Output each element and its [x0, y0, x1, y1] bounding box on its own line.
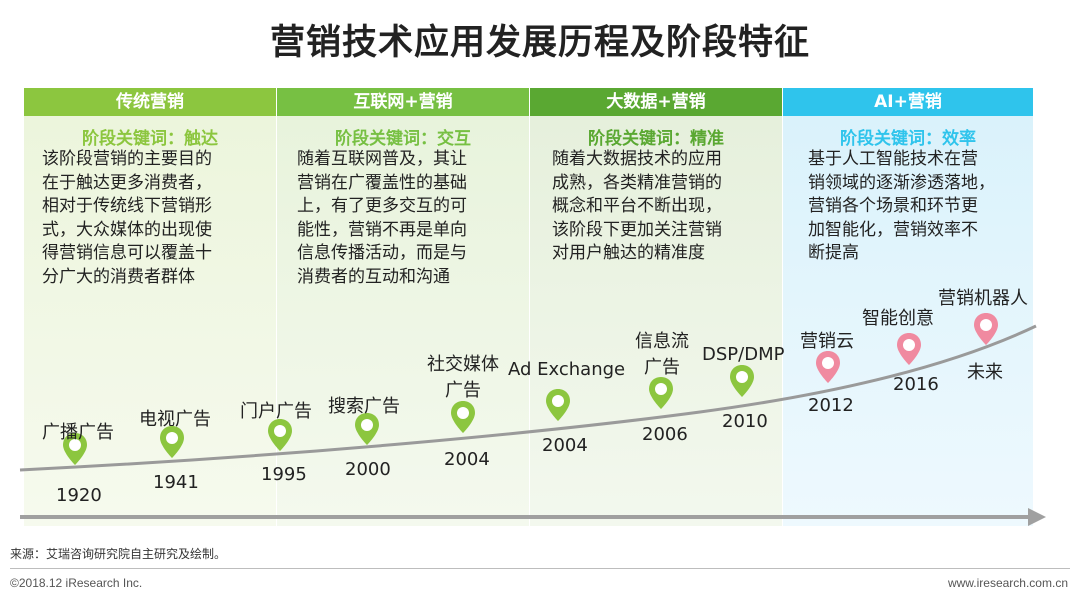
milestone-label-portal-ad: 门户广告	[240, 401, 312, 422]
desc-line: 式，大众媒体的出现使	[42, 219, 212, 240]
milestone-label-marketing-cloud: 营销云	[800, 331, 854, 352]
timeline-axis-arrowhead	[1028, 508, 1046, 526]
location-pin-icon	[815, 350, 841, 384]
stage-keyword-bigdata: 阶段关键词：精准	[588, 129, 724, 149]
location-pin-icon	[450, 400, 476, 434]
location-pin-icon	[648, 376, 674, 410]
label-line: 社交媒体	[427, 354, 499, 375]
stage-desc-ai: 基于人工智能技术在营 销领域的逐渐渗透落地， 营销各个场景和环节更 加智能化，营…	[808, 148, 995, 266]
milestone-year: 1920	[56, 485, 102, 506]
milestone-label-ad-exchange: Ad Exchange	[508, 359, 626, 380]
stage-desc-internet: 随着互联网普及，其让 营销在广覆盖性的基础 上，有了更多交互的可 能性，营销不再…	[297, 148, 467, 289]
location-pin-icon	[159, 425, 185, 459]
milestone-year: 未来	[967, 362, 1003, 383]
location-pin-icon	[729, 364, 755, 398]
milestone-year: 1995	[261, 464, 307, 485]
location-pin-icon	[896, 332, 922, 366]
milestone-label-smart-creative: 智能创意	[862, 308, 934, 329]
source-note: 来源：艾瑞咨询研究院自主研究及绘制。	[10, 547, 227, 561]
desc-line: 得营销信息可以覆盖十	[42, 243, 212, 263]
milestone-label-tv-ad: 电视广告	[139, 409, 211, 430]
desc-line: 相对于传统线下营销形	[42, 196, 212, 216]
desc-line: 随着互联网普及，其让	[297, 149, 467, 169]
stage-column-internet	[277, 116, 529, 526]
stage-keyword-internet: 阶段关键词：交互	[335, 129, 471, 149]
label-line: 广告	[445, 380, 481, 401]
location-pin-icon	[62, 432, 88, 466]
desc-line: 随着大数据技术的应用	[552, 149, 722, 169]
desc-line: 概念和平台不断出现，	[552, 196, 722, 216]
location-pin-icon	[545, 388, 571, 422]
stage-column-bigdata	[530, 116, 782, 526]
milestone-year: 2006	[642, 424, 688, 445]
milestone-label-social-ad: 社交媒体 广告	[415, 350, 511, 402]
milestone-year: 2010	[722, 411, 768, 432]
milestone-year: 2012	[808, 395, 854, 416]
milestone-year: 2000	[345, 459, 391, 480]
stage-header-traditional: 传统营销	[24, 88, 276, 116]
stage-desc-traditional: 该阶段营销的主要目的 在于触达更多消费者， 相对于传统线下营销形 式，大众媒体的…	[42, 148, 212, 289]
stage-header-internet: 互联网+营销	[277, 88, 529, 116]
location-pin-icon	[973, 312, 999, 346]
desc-line: 分广大的消费者群体	[42, 266, 195, 287]
stage-desc-bigdata: 随着大数据技术的应用 成熟，各类精准营销的 概念和平台不断出现， 该阶段下更加关…	[552, 148, 722, 266]
location-pin-icon	[267, 418, 293, 452]
desc-line: 消费者的互动和沟通	[297, 266, 450, 287]
desc-line: 在于触达更多消费者，	[42, 172, 212, 193]
stage-keyword-ai: 阶段关键词：效率	[840, 129, 976, 149]
desc-line: 加智能化，营销效率不	[808, 219, 978, 240]
milestone-label-feed-ad: 信息流 广告	[630, 327, 694, 379]
desc-line: 对用户触达的精准度	[552, 243, 705, 263]
desc-line: 营销各个场景和环节更	[808, 196, 978, 216]
desc-line: 能性，营销不再是单向	[297, 219, 467, 240]
label-line: 信息流	[635, 331, 689, 352]
stage-header-bigdata: 大数据+营销	[530, 88, 782, 116]
location-pin-icon	[354, 412, 380, 446]
desc-line: 该阶段下更加关注营销	[552, 219, 722, 240]
milestone-label-radio-ad: 广播广告	[42, 422, 114, 443]
milestone-year: 2004	[444, 449, 490, 470]
page-title: 营销技术应用发展历程及阶段特征	[269, 23, 810, 63]
copyright: ©2018.12 iResearch Inc.	[10, 576, 143, 590]
desc-line: 上，有了更多交互的可	[297, 196, 467, 216]
milestone-label-search-ad: 搜索广告	[328, 396, 400, 417]
stage-keyword-traditional: 阶段关键词：触达	[82, 129, 218, 149]
growth-curve	[19, 324, 1037, 472]
desc-line: 该阶段营销的主要目的	[42, 149, 212, 169]
milestone-year: 2004	[542, 435, 588, 456]
milestone-year: 2016	[893, 374, 939, 395]
milestone-label-marketing-robot: 营销机器人	[938, 288, 1028, 309]
website-url: www.iresearch.com.cn	[947, 576, 1068, 590]
milestone-label-dsp-dmp: DSP/DMP	[702, 344, 785, 365]
milestone-year: 1941	[153, 472, 199, 493]
desc-line: 销领域的逐渐渗透落地，	[808, 172, 995, 193]
stage-header-ai: AI+营销	[783, 88, 1033, 116]
desc-line: 基于人工智能技术在营	[808, 149, 978, 169]
desc-line: 成熟，各类精准营销的	[552, 172, 722, 193]
desc-line: 信息传播活动，而是与	[297, 243, 467, 263]
desc-line: 营销在广覆盖性的基础	[297, 172, 467, 193]
label-line: 广告	[644, 357, 680, 378]
footer-divider	[10, 568, 1070, 569]
desc-line: 断提高	[808, 243, 859, 263]
